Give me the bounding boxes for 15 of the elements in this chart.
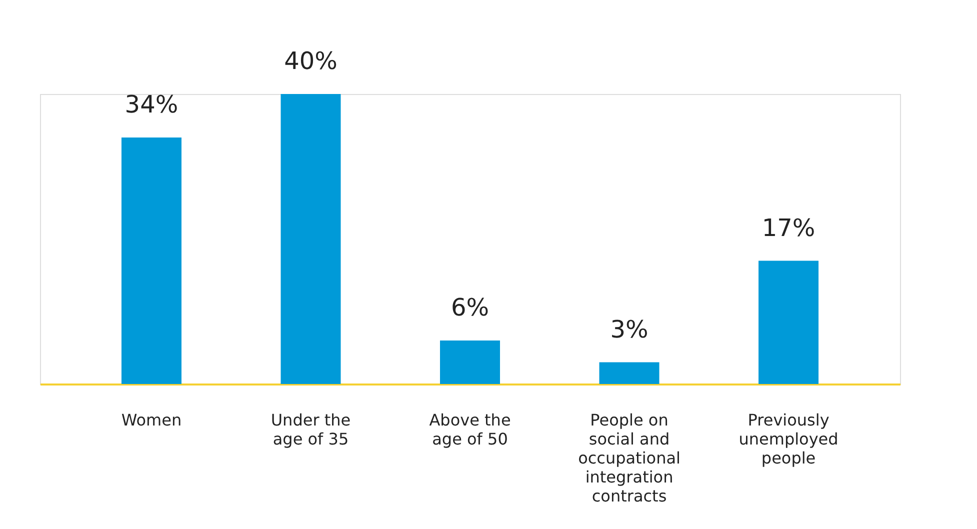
data-label: 6% <box>450 294 490 322</box>
x-tick-label: Previously unemployed people <box>738 410 838 468</box>
x-tick-label: People on social and occupational integration contracts <box>578 410 680 506</box>
bar <box>758 260 819 384</box>
x-tick-label: Under the age of 35 <box>270 410 351 448</box>
data-label: 40% <box>284 47 338 75</box>
bar <box>440 340 500 384</box>
data-label: 34% <box>124 90 178 118</box>
bar <box>121 138 182 384</box>
bar <box>599 362 660 384</box>
x-tick-label: Women <box>121 410 182 430</box>
x-tick-label: Above the age of 50 <box>429 410 511 448</box>
bar <box>280 94 341 384</box>
data-label: 3% <box>610 315 648 344</box>
data-label: 17% <box>762 214 816 242</box>
